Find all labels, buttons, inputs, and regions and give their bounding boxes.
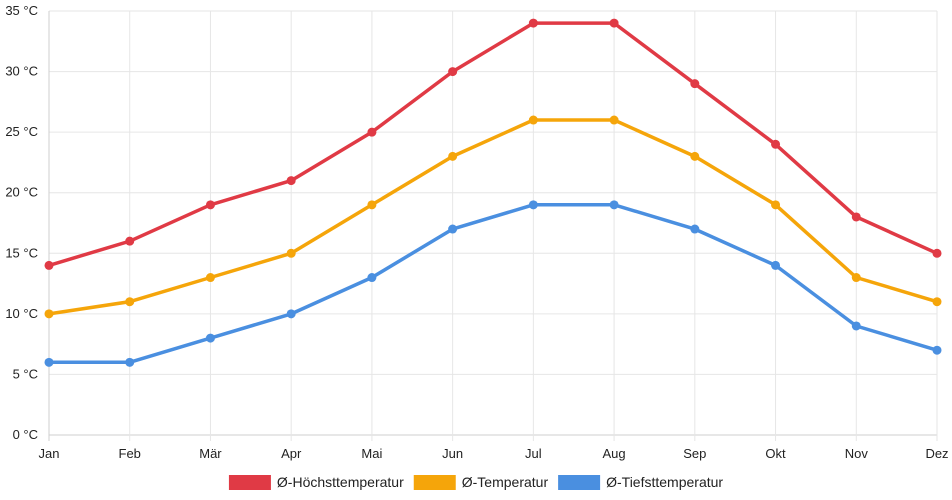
- data-point[interactable]: [771, 260, 781, 270]
- legend-label: Ø-Höchsttemperatur: [277, 474, 404, 490]
- data-point[interactable]: [367, 200, 377, 210]
- data-point[interactable]: [286, 248, 296, 258]
- series-line-0: [47, 21, 939, 268]
- data-point[interactable]: [44, 260, 54, 270]
- x-tick-label: Jul: [525, 446, 542, 461]
- data-point[interactable]: [44, 357, 54, 367]
- x-tick-label: Okt: [765, 446, 786, 461]
- legend-swatch[interactable]: [413, 475, 456, 490]
- data-point[interactable]: [690, 224, 700, 234]
- series-points: [44, 18, 942, 367]
- data-point[interactable]: [932, 297, 942, 307]
- legend-swatch[interactable]: [558, 475, 601, 490]
- data-point[interactable]: [367, 127, 377, 137]
- y-tick-label: 0 °C: [13, 427, 38, 442]
- x-tick-label: Dez: [925, 446, 948, 461]
- legend-label: Ø-Temperatur: [462, 474, 549, 490]
- data-point[interactable]: [448, 224, 458, 234]
- y-tick-label: 25 °C: [5, 124, 38, 139]
- data-point[interactable]: [771, 200, 781, 210]
- y-tick-label: 35 °C: [5, 3, 38, 18]
- x-tick-label: Nov: [845, 446, 869, 461]
- data-point[interactable]: [932, 345, 942, 355]
- legend-label: Ø-Tiefsttemperatur: [606, 474, 723, 490]
- x-tick-label: Apr: [281, 446, 302, 461]
- series-line-1: [47, 118, 939, 316]
- data-point[interactable]: [125, 297, 135, 307]
- data-point[interactable]: [528, 18, 538, 28]
- data-point[interactable]: [125, 357, 135, 367]
- data-point[interactable]: [286, 309, 296, 319]
- data-point[interactable]: [448, 151, 458, 161]
- data-point[interactable]: [609, 200, 619, 210]
- data-point[interactable]: [44, 309, 54, 319]
- series-line-2: [47, 203, 939, 365]
- x-tick-label: Mai: [361, 446, 382, 461]
- y-tick-label: 20 °C: [5, 185, 38, 200]
- data-point[interactable]: [609, 115, 619, 125]
- data-point[interactable]: [528, 200, 538, 210]
- y-axis-ticks: 0 °C 5 °C 10 °C 15 °C 20 °C 25 °C 30 °C 35 °C: [5, 3, 38, 442]
- x-tick-label: Jun: [442, 446, 463, 461]
- data-point[interactable]: [125, 236, 135, 246]
- y-tick-label: 30 °C: [5, 64, 38, 79]
- legend-swatch[interactable]: [228, 475, 271, 490]
- y-tick-label: 5 °C: [13, 366, 38, 381]
- y-tick-label: 10 °C: [5, 306, 38, 321]
- data-point[interactable]: [448, 67, 458, 77]
- y-tick-label: 15 °C: [5, 245, 38, 260]
- x-tick-label: Feb: [119, 446, 141, 461]
- data-point[interactable]: [609, 18, 619, 28]
- data-point[interactable]: [367, 273, 377, 283]
- x-tick-label: Aug: [603, 446, 626, 461]
- data-point[interactable]: [205, 333, 215, 343]
- grid: [48, 10, 938, 441]
- data-point[interactable]: [205, 200, 215, 210]
- data-point[interactable]: [690, 79, 700, 89]
- data-point[interactable]: [286, 176, 296, 186]
- data-point[interactable]: [528, 115, 538, 125]
- x-tick-label: Sep: [683, 446, 706, 461]
- series-lines: [47, 21, 939, 365]
- x-axis-ticks: Jan Feb Mär Apr Mai Jun Jul Aug Sep Okt Nov Dez: [39, 446, 949, 461]
- x-tick-label: Mär: [199, 446, 222, 461]
- data-point[interactable]: [690, 151, 700, 161]
- data-point[interactable]: [851, 321, 861, 331]
- data-point[interactable]: [851, 273, 861, 283]
- legend[interactable]: Ø-Höchsttemperatur Ø-Temperatur Ø-Tiefstte…: [228, 474, 723, 490]
- data-point[interactable]: [771, 139, 781, 149]
- data-point[interactable]: [205, 273, 215, 283]
- x-tick-label: Jan: [39, 446, 60, 461]
- data-point[interactable]: [932, 248, 942, 258]
- data-point[interactable]: [851, 212, 861, 222]
